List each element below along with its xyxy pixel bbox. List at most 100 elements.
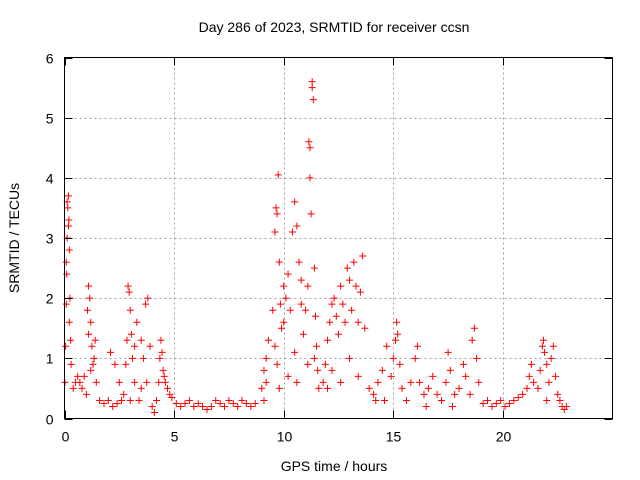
data-point xyxy=(341,318,349,326)
data-point xyxy=(229,399,237,407)
data-point xyxy=(396,360,404,368)
data-point xyxy=(497,396,505,404)
data-point xyxy=(146,342,154,350)
data-point xyxy=(269,306,277,314)
data-point xyxy=(305,138,313,146)
data-point xyxy=(273,210,281,218)
data-point xyxy=(107,348,115,356)
data-point xyxy=(164,384,172,392)
data-point xyxy=(475,378,483,386)
data-points xyxy=(61,78,570,416)
data-point xyxy=(150,408,158,416)
x-tick-label: 5 xyxy=(171,429,179,445)
data-point xyxy=(365,384,373,392)
data-point xyxy=(284,372,292,380)
y-tick-label: 1 xyxy=(46,351,54,367)
data-point xyxy=(302,306,310,314)
data-point xyxy=(488,402,496,410)
data-point xyxy=(62,300,70,308)
data-point xyxy=(234,402,242,410)
data-point xyxy=(92,378,100,386)
data-point xyxy=(306,144,314,152)
data-point xyxy=(117,396,125,404)
data-point xyxy=(203,405,211,413)
data-point xyxy=(337,378,345,386)
data-point xyxy=(84,306,92,314)
data-point xyxy=(291,348,299,356)
data-point xyxy=(216,399,224,407)
data-point xyxy=(62,258,70,266)
data-point xyxy=(293,378,301,386)
data-point xyxy=(120,390,128,398)
data-point xyxy=(451,390,459,398)
data-point xyxy=(111,360,119,368)
data-point xyxy=(67,360,75,368)
data-point xyxy=(527,360,535,368)
data-point xyxy=(123,336,131,344)
data-point xyxy=(137,384,145,392)
data-point xyxy=(307,210,315,218)
data-point xyxy=(90,354,98,362)
data-point xyxy=(446,366,454,374)
data-point xyxy=(275,384,283,392)
data-point xyxy=(484,396,492,404)
data-point xyxy=(69,384,77,392)
data-point xyxy=(324,336,332,344)
data-point xyxy=(402,396,410,404)
data-point xyxy=(545,378,553,386)
data-point xyxy=(207,402,215,410)
data-point xyxy=(100,399,108,407)
data-point xyxy=(158,348,166,356)
data-point xyxy=(413,342,421,350)
data-point xyxy=(462,372,470,380)
data-point xyxy=(442,378,450,386)
data-point xyxy=(125,288,133,296)
data-point xyxy=(282,294,290,302)
data-point xyxy=(161,378,169,386)
data-point xyxy=(185,396,193,404)
y-tick-label: 3 xyxy=(46,231,54,247)
x-tick-label: 20 xyxy=(496,429,512,445)
data-point xyxy=(85,330,93,338)
data-point xyxy=(510,396,518,404)
data-point xyxy=(286,306,294,314)
data-point xyxy=(394,330,402,338)
data-point xyxy=(64,222,72,230)
data-point xyxy=(352,282,360,290)
data-point xyxy=(238,396,246,404)
data-point xyxy=(262,378,270,386)
data-point xyxy=(525,372,533,380)
data-point xyxy=(260,366,268,374)
data-point xyxy=(536,366,544,374)
data-point xyxy=(330,294,338,302)
data-point xyxy=(398,384,406,392)
data-point xyxy=(339,300,347,308)
data-point xyxy=(258,384,266,392)
data-point xyxy=(530,378,538,386)
data-point xyxy=(328,366,336,374)
data-point xyxy=(424,384,432,392)
data-point xyxy=(143,378,151,386)
data-point xyxy=(306,174,314,182)
data-point xyxy=(523,384,531,392)
data-point xyxy=(65,216,73,224)
data-point xyxy=(311,312,319,320)
data-point xyxy=(273,360,281,368)
data-point xyxy=(479,399,487,407)
data-point xyxy=(539,336,547,344)
data-point xyxy=(538,342,546,350)
data-point xyxy=(124,282,132,290)
data-point xyxy=(324,384,332,392)
data-point xyxy=(128,354,136,362)
data-point xyxy=(64,204,72,212)
data-point xyxy=(280,318,288,326)
data-point xyxy=(86,294,94,302)
data-point xyxy=(153,396,161,404)
data-point xyxy=(288,228,296,236)
data-point xyxy=(159,366,167,374)
data-point xyxy=(407,378,415,386)
data-point xyxy=(505,399,513,407)
data-point xyxy=(271,228,279,236)
data-point xyxy=(87,366,95,374)
data-point xyxy=(455,384,463,392)
